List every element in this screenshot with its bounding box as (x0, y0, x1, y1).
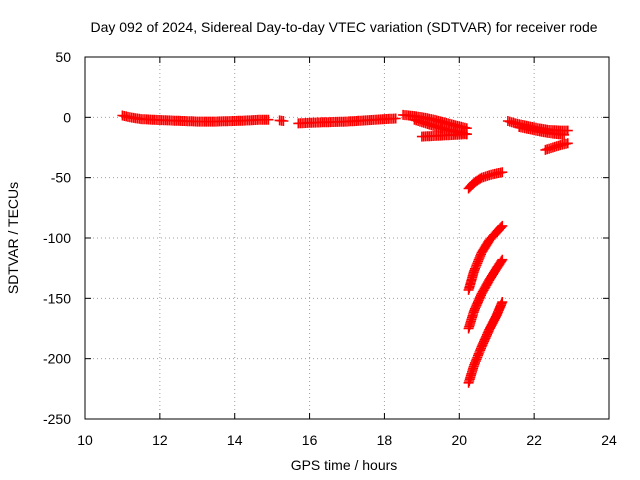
series-descent-d (463, 297, 508, 388)
data-points (540, 138, 573, 155)
series-mid-track (293, 113, 401, 129)
y-tick-label: -150 (43, 290, 71, 306)
x-tick-label: 14 (227, 432, 243, 448)
y-tick-label: -200 (43, 351, 71, 367)
x-tick-label: 22 (526, 432, 542, 448)
data-points (463, 254, 508, 334)
x-tick-label: 12 (152, 432, 168, 448)
series-isolated-point (274, 115, 289, 126)
data-points (416, 129, 472, 142)
y-tick-label: 50 (55, 49, 71, 65)
series-main-track (117, 110, 274, 127)
y-tick-label: -50 (51, 170, 71, 186)
data-points (117, 110, 274, 127)
y-tick-label: -100 (43, 230, 71, 246)
x-tick-labels: 10 12 14 16 18 20 22 24 (77, 432, 617, 448)
x-tick-label: 10 (77, 432, 93, 448)
chart-title: Day 092 of 2024, Sidereal Day-to-day VTE… (90, 19, 597, 35)
data-points (463, 220, 508, 295)
y-axis-label: SDTVAR / TECUs (5, 182, 21, 294)
data-points (274, 115, 289, 126)
series-descent-b (463, 220, 508, 295)
y-tick-label: 0 (63, 109, 71, 125)
x-axis-label: GPS time / hours (291, 457, 398, 473)
data-points (463, 167, 508, 194)
series-right-middle (514, 122, 570, 140)
series-descent-a (463, 167, 508, 194)
y-tick-labels: 50 0 -50 -100 -150 -200 -250 (43, 49, 71, 427)
y-tick-label: -250 (43, 411, 71, 427)
x-tick-label: 16 (302, 432, 318, 448)
data-points (514, 122, 570, 140)
x-tick-label: 18 (377, 432, 393, 448)
data-points (463, 297, 508, 388)
series-right-lower (540, 138, 573, 155)
series-lower-branch (416, 129, 472, 142)
data-series (117, 109, 573, 388)
plot-frame (84, 56, 610, 420)
x-tick-label: 20 (451, 432, 467, 448)
x-tick-label: 24 (601, 432, 617, 448)
series-descent-c (463, 254, 508, 334)
data-points (293, 113, 401, 129)
